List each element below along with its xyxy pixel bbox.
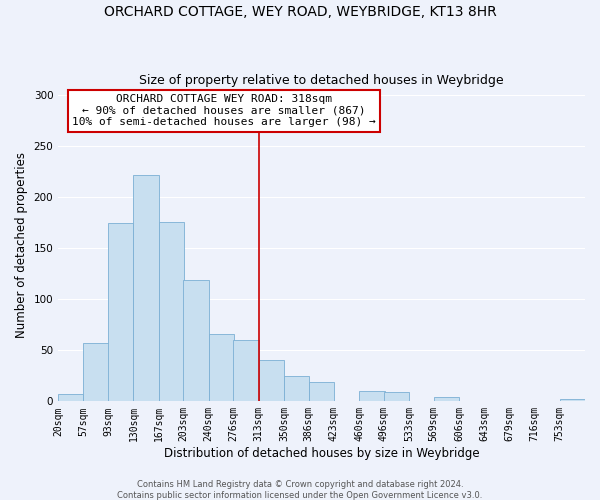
Bar	[259, 360, 284, 402]
Bar	[384, 392, 409, 402]
X-axis label: Distribution of detached houses by size in Weybridge: Distribution of detached houses by size …	[164, 447, 479, 460]
Bar	[209, 334, 234, 402]
Text: Contains HM Land Registry data © Crown copyright and database right 2024.
Contai: Contains HM Land Registry data © Crown c…	[118, 480, 482, 500]
Title: Size of property relative to detached houses in Weybridge: Size of property relative to detached ho…	[139, 74, 504, 87]
Bar	[58, 394, 83, 402]
Text: ORCHARD COTTAGE, WEY ROAD, WEYBRIDGE, KT13 8HR: ORCHARD COTTAGE, WEY ROAD, WEYBRIDGE, KT…	[104, 5, 496, 19]
Bar	[560, 400, 585, 402]
Text: ORCHARD COTTAGE WEY ROAD: 318sqm
← 90% of detached houses are smaller (867)
10% : ORCHARD COTTAGE WEY ROAD: 318sqm ← 90% o…	[72, 94, 376, 128]
Bar	[359, 391, 385, 402]
Bar	[83, 343, 109, 402]
Bar	[159, 222, 184, 402]
Y-axis label: Number of detached properties: Number of detached properties	[15, 152, 28, 338]
Bar	[108, 224, 133, 402]
Bar	[434, 397, 459, 402]
Bar	[184, 280, 209, 402]
Bar	[284, 376, 309, 402]
Bar	[308, 382, 334, 402]
Bar	[133, 176, 159, 402]
Bar	[233, 340, 259, 402]
